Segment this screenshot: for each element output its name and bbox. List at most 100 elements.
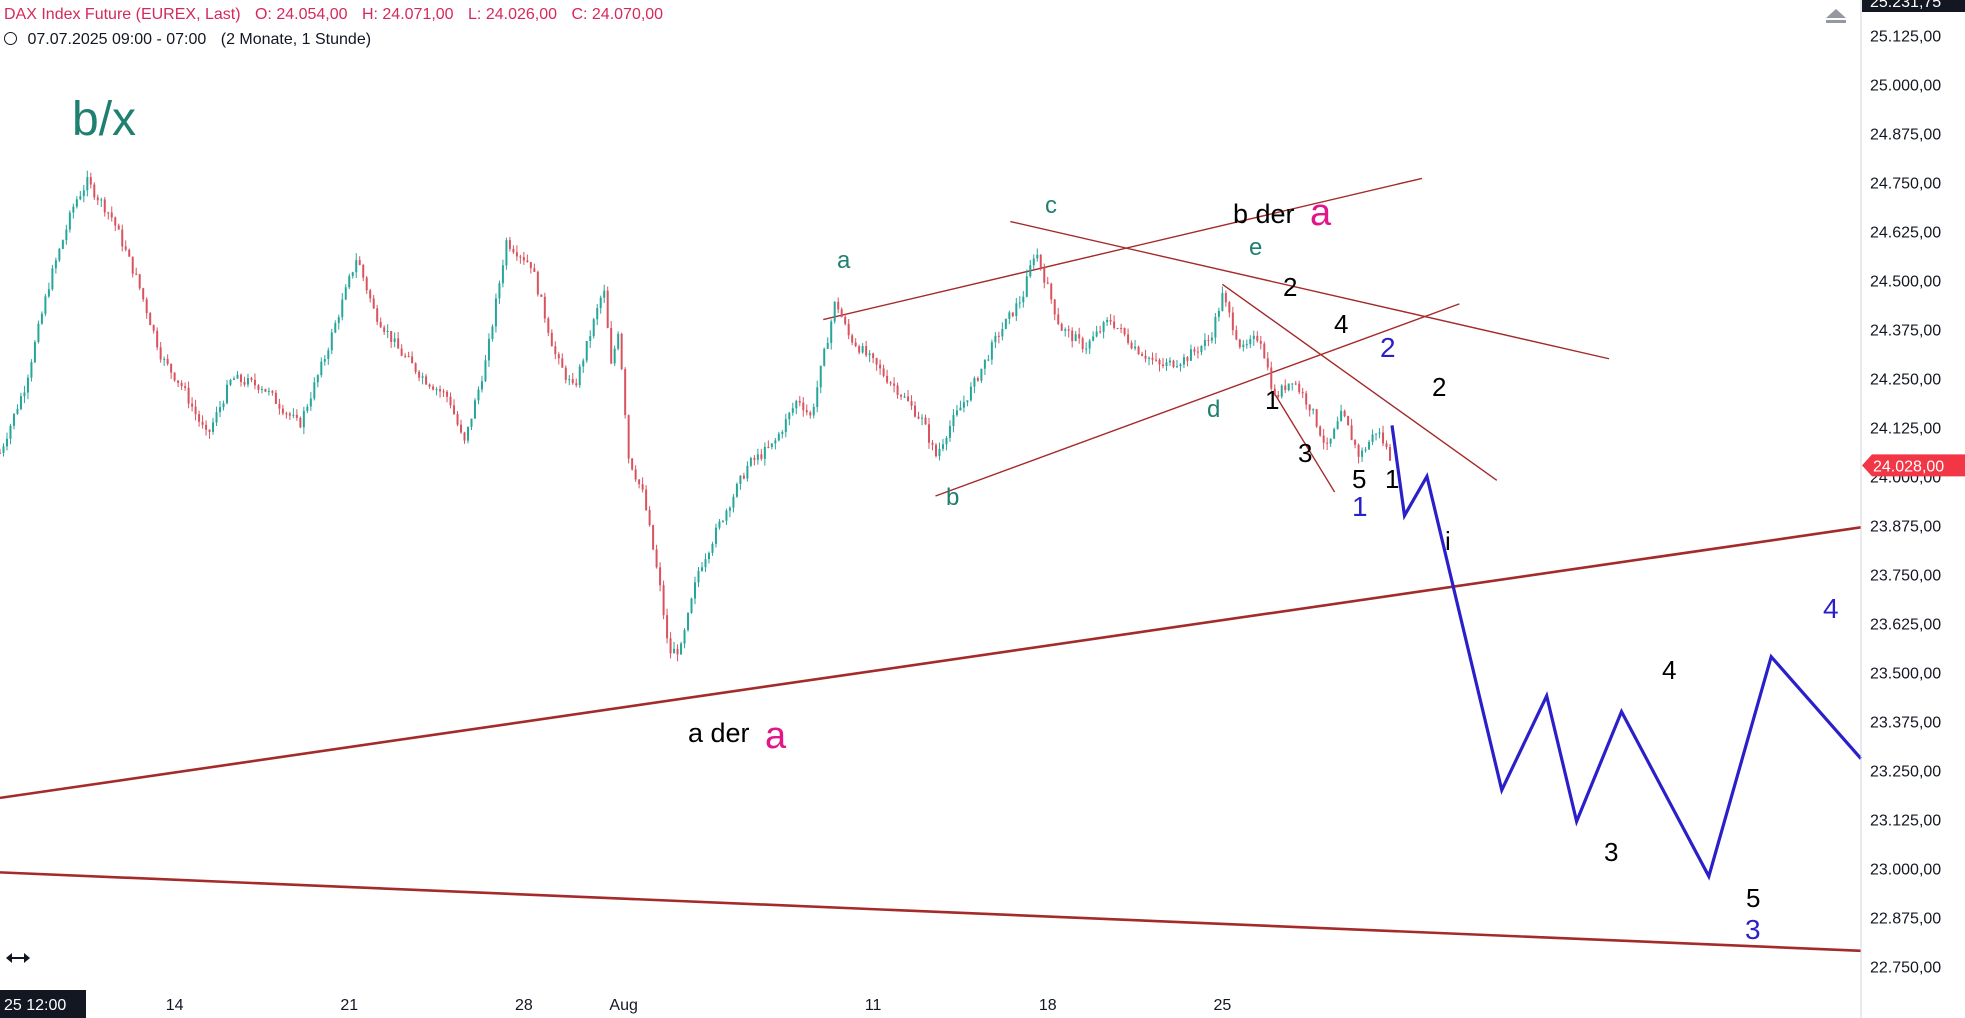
candle [330,328,333,355]
candle [826,337,829,350]
horizontal-scroll-icon[interactable] [6,953,30,963]
candle [1294,380,1297,386]
candle [1315,408,1318,428]
projection-path [1390,425,1863,881]
candle [578,364,581,388]
candle [554,341,557,360]
candle [421,372,424,385]
candle [149,311,152,326]
candle [128,248,131,257]
candle [58,247,61,262]
candle [697,567,700,588]
candle [198,410,201,427]
candle [487,333,490,367]
candle [868,350,871,363]
candle [170,363,173,379]
candle [309,391,312,411]
candle [540,294,543,297]
candle [51,264,54,291]
time-axis[interactable]: 14 21 28 Aug 11 18 25 [166,997,1232,1014]
candle [236,371,239,379]
candle [1060,322,1063,331]
candle [617,331,620,351]
candle [1022,291,1025,308]
candle [1102,320,1105,339]
candle [107,211,110,220]
candle [1287,383,1290,392]
candle [879,359,882,375]
trend-line[interactable] [1010,220,1610,360]
trend-line[interactable] [0,526,1862,800]
candle [662,580,665,620]
trend-line[interactable] [1274,393,1336,493]
price-axis[interactable]: 25.125,00 25.000,00 24.875,00 24.750,00 24.6… [1870,28,1941,976]
time-cursor-tag: 25 12:00 [0,990,86,1018]
y-tick-label: 23.125,00 [1870,812,1941,829]
candle [61,239,64,250]
candle [522,251,525,265]
candle [707,551,710,564]
candle [774,437,777,450]
y-tick-label: 22.875,00 [1870,910,1941,927]
candle [100,197,103,208]
candle [1120,323,1123,334]
candle [1284,379,1287,394]
candle [205,420,208,436]
candle [732,493,735,513]
candle [683,628,686,649]
chart-header: DAX Index Future (EUREX, Last) O: 24.054… [4,6,673,24]
trend-line[interactable] [1221,283,1498,481]
candle [997,331,1000,344]
candle [694,576,697,605]
trend-line[interactable] [823,177,1423,321]
candle [411,351,414,364]
candle [886,369,889,384]
candle [40,311,43,325]
candle [714,523,717,548]
label-blue-1: 1 [1352,491,1368,522]
candle [917,411,920,420]
candle [463,431,466,444]
candle [1263,341,1266,359]
scale-menu-icon[interactable] [1826,9,1846,23]
candle [613,345,616,367]
candle [893,377,896,393]
candle [606,286,609,329]
candle [746,461,749,482]
candle [673,641,676,654]
candle [372,294,375,310]
trend-line[interactable] [0,871,1862,953]
candle [557,352,560,365]
x-tick-label: 11 [865,997,882,1014]
candle [819,365,822,394]
candle [23,385,26,404]
ohlc-close: C: 24.070,00 [571,6,664,23]
candle [208,429,211,439]
projection-line[interactable] [1390,425,1863,881]
label-proj-i: i [1445,526,1451,556]
candle [1200,345,1203,356]
candle [1158,358,1161,372]
symbol-title[interactable]: DAX Index Future (EUREX, Last) [4,6,241,23]
candle [1162,357,1165,369]
trend-line[interactable] [935,303,1460,497]
label-sub-5: 5 [1352,464,1366,494]
candle [529,261,532,274]
candle [718,518,721,530]
candle [1357,443,1360,464]
candle [655,544,658,569]
candle [1071,327,1074,348]
candle [620,332,623,371]
label-sub-1b: 1 [1385,464,1399,494]
candle [145,297,148,319]
candle [1378,428,1381,439]
candle [1329,438,1332,447]
candle [446,389,449,403]
candle [166,354,169,366]
candle [676,644,679,662]
ohlc-open: O: 24.054,00 [254,6,348,23]
candle [460,419,463,434]
candle [1203,333,1206,351]
candle [700,562,703,572]
